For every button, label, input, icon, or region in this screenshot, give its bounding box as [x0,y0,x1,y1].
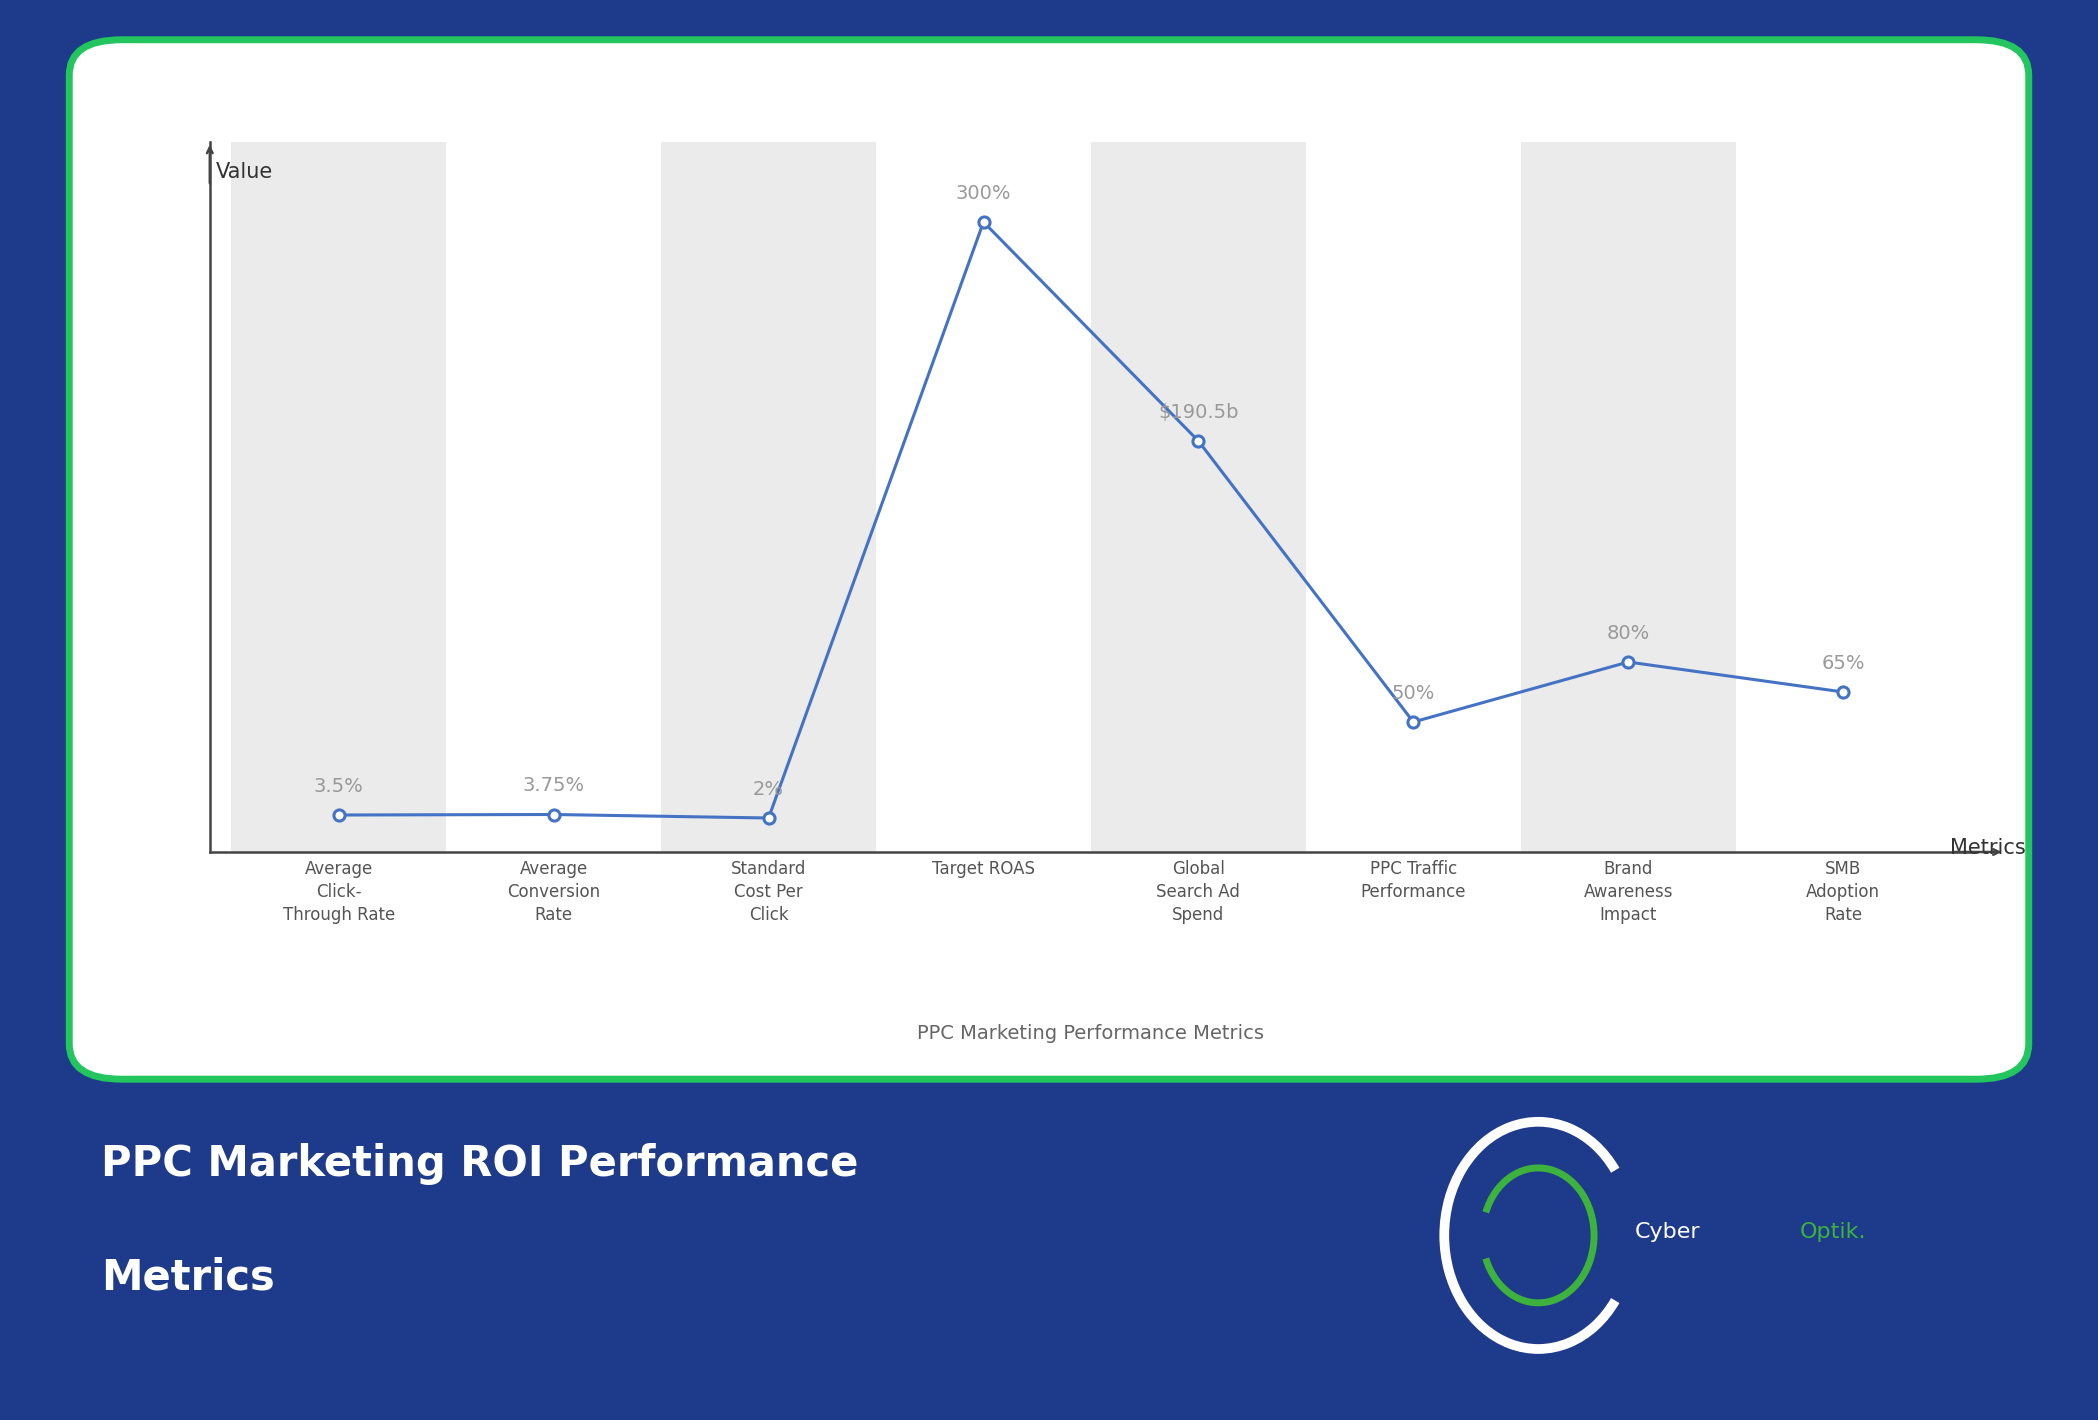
Text: 2%: 2% [753,780,785,798]
Text: Brand
Awareness
Impact: Brand Awareness Impact [1584,861,1672,924]
Text: PPC Traffic
Performance: PPC Traffic Performance [1362,861,1467,902]
Text: Global
Search Ad
Spend: Global Search Ad Spend [1156,861,1240,924]
Text: Value: Value [216,162,273,182]
Text: Metrics: Metrics [101,1257,275,1299]
Text: 65%: 65% [1821,653,1865,673]
Text: PPC Marketing ROI Performance: PPC Marketing ROI Performance [101,1143,858,1186]
Text: Standard
Cost Per
Click: Standard Cost Per Click [730,861,806,924]
Text: 300%: 300% [957,183,1011,203]
Text: $190.5b: $190.5b [1158,402,1238,422]
Bar [661,142,877,852]
Text: 3.75%: 3.75% [522,777,585,795]
Text: Cyber: Cyber [1634,1221,1701,1242]
Text: Average
Click-
Through Rate: Average Click- Through Rate [283,861,394,924]
Text: Metrics: Metrics [1951,838,2027,858]
Text: 3.5%: 3.5% [315,777,363,795]
Bar [1091,142,1305,852]
Bar [1521,142,1735,852]
Text: Average
Conversion
Rate: Average Conversion Rate [508,861,600,924]
Text: 80%: 80% [1607,623,1649,643]
Text: Optik.: Optik. [1800,1221,1865,1242]
Text: Target ROAS: Target ROAS [932,861,1034,878]
Text: PPC Marketing Performance Metrics: PPC Marketing Performance Metrics [917,1024,1265,1044]
Text: 50%: 50% [1391,683,1435,703]
Text: SMB
Adoption
Rate: SMB Adoption Rate [1806,861,1880,924]
Bar [231,142,447,852]
